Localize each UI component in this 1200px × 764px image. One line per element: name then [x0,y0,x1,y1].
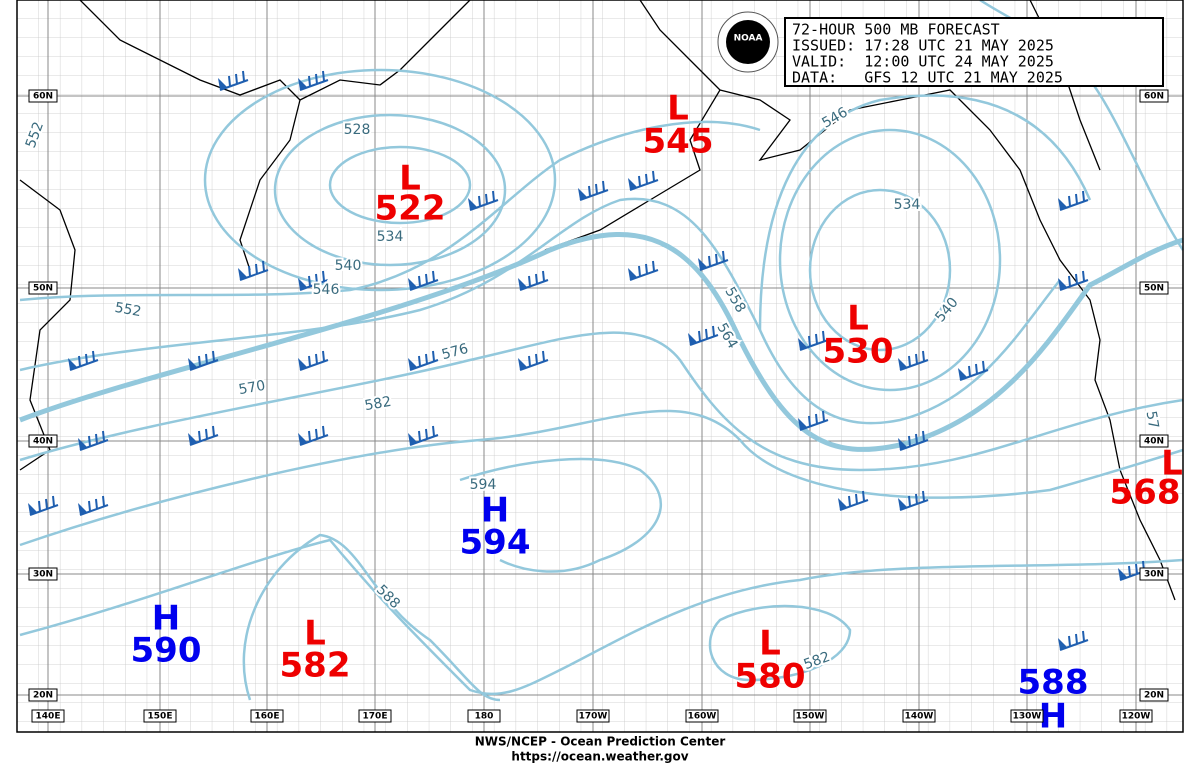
longitude-label: 140E [36,712,61,722]
center-value: 590 [131,631,202,671]
center-value: 530 [823,332,894,372]
lat-box [28,89,58,103]
longitude-label: 150W [796,712,825,722]
center-letter: L [759,624,781,664]
lat-box [28,281,58,295]
longitude-label: 160W [688,712,717,722]
longitude-label: 130W [1013,712,1042,722]
header-frame [784,17,1164,87]
contour-label: 534 [894,197,921,213]
lon-box [143,709,177,723]
latitude-label: 60N [33,92,53,102]
lon-box [793,709,827,723]
lon-box [1119,709,1153,723]
lon-box [685,709,719,723]
lon-box [358,709,392,723]
lon-box [902,709,936,723]
longitude-label: 180 [475,712,494,722]
center-value: 580 [735,657,806,697]
latitude-label: 20N [1144,691,1164,701]
latitude-label: 50N [33,284,53,294]
contour-label: 540 [335,258,362,274]
lat-box [28,434,58,448]
center-value: 588 [1018,663,1089,703]
latitude-label: 50N [1144,284,1164,294]
center-value: 582 [280,646,351,686]
center-letter: H [481,491,509,531]
latitude-label: 30N [33,570,53,580]
lat-box [1139,89,1169,103]
longitude-label: 150E [148,712,173,722]
latitude-label: 40N [1144,437,1164,447]
lat-box [28,688,58,702]
logo-disc [726,20,770,64]
longitude-label: 170E [363,712,388,722]
longitude-label: 160E [255,712,280,722]
contour-label: 546 [313,282,340,298]
longitude-label: 120W [1122,712,1151,722]
header-line: ISSUED: 17:28 UTC 21 MAY 2025 [792,37,1054,55]
contour-label: 534 [377,229,404,245]
latitude-label: 60N [1144,92,1164,102]
center-letter: L [847,299,869,339]
lon-box [250,709,284,723]
center-value: 594 [460,523,531,563]
center-value: 545 [643,122,714,162]
contour-label: 528 [344,122,371,138]
footer-line: NWS/NCEP - Ocean Prediction Center [475,735,726,749]
center-letter: L [399,159,421,199]
lat-box [1139,434,1169,448]
latitude-label: 30N [1144,570,1164,580]
center-letter: L [667,89,689,129]
map-frame [16,0,1184,733]
contour-label: 594 [470,477,497,493]
center-value: 522 [375,189,446,229]
longitude-label: 170W [579,712,608,722]
center-letter: H [152,599,180,639]
lat-box [1139,688,1169,702]
header-line: DATA: GFS 12 UTC 21 MAY 2025 [792,69,1063,87]
lat-box [28,567,58,581]
center-letter: H [1039,697,1067,737]
contour-label: 57 [1143,410,1162,430]
center-letter: L [304,614,326,654]
logo-text: NOAA [734,34,763,44]
header-box: NOAA [717,11,1164,87]
center-value: 568 [1110,473,1181,513]
center-letter: L [1161,444,1183,484]
height-contours [19,0,1185,702]
lat-box [1139,567,1169,581]
lon-box [467,709,501,723]
latitude-label: 40N [33,437,53,447]
lat-box [1139,281,1169,295]
lon-box [1010,709,1044,723]
lon-box [576,709,610,723]
longitude-label: 140W [905,712,934,722]
latitude-label: 20N [33,691,53,701]
lon-box [31,709,65,723]
header-line: 72-HOUR 500 MB FORECAST [792,21,1000,39]
header-line: VALID: 12:00 UTC 24 MAY 2025 [792,53,1054,71]
footer-line: https://ocean.weather.gov [511,750,688,764]
